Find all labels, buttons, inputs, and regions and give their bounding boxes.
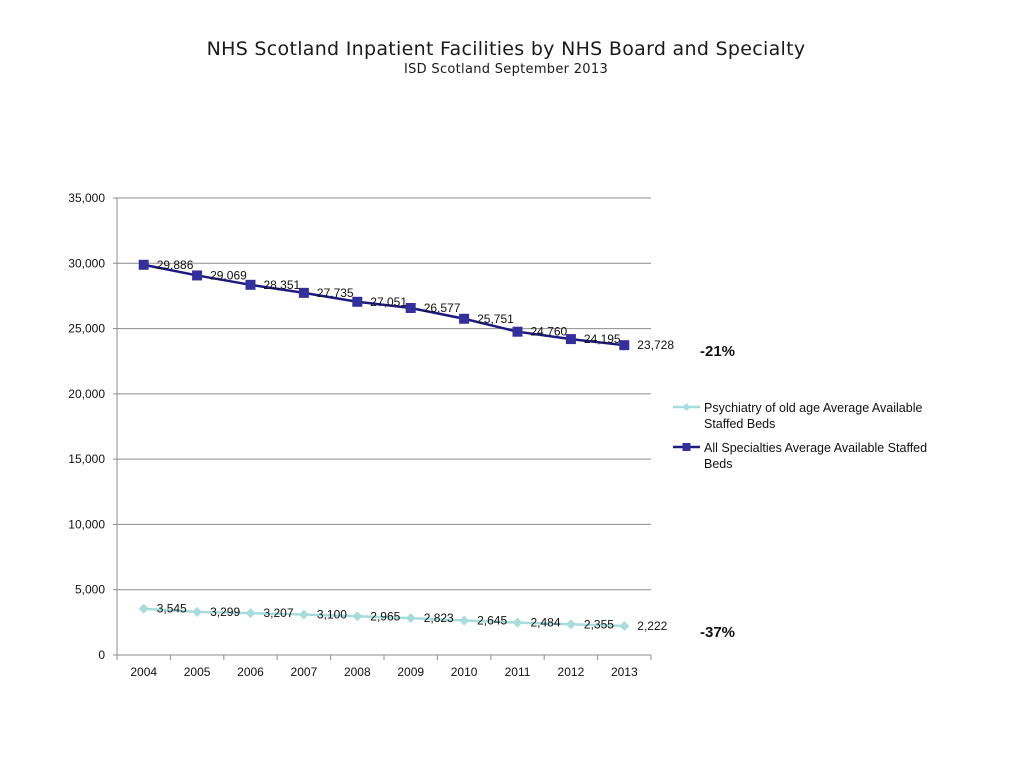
data-point-marker <box>565 334 576 345</box>
data-label: 24,760 <box>531 325 568 339</box>
data-point-marker <box>405 302 416 313</box>
x-tick-label: 2011 <box>505 665 531 679</box>
legend-marker <box>682 443 691 451</box>
data-label: 2,222 <box>637 619 667 633</box>
axes <box>116 198 651 656</box>
data-label: 3,299 <box>210 605 240 619</box>
chart-subtitle: ISD Scotland September 2013 <box>403 62 609 77</box>
legend-entry: All Specialties Average Available Staffe… <box>673 441 927 471</box>
legend-marker <box>682 403 691 411</box>
data-label: 2,645 <box>477 613 507 627</box>
data-point-marker <box>405 613 416 624</box>
series-layer <box>138 259 630 631</box>
data-point-marker <box>619 620 630 631</box>
x-tick-label: 2006 <box>237 665 264 679</box>
data-point-marker <box>192 606 203 617</box>
data-label: 3,207 <box>264 606 294 620</box>
y-tick-label: 20,000 <box>68 387 105 401</box>
legend-label: Staffed Beds <box>704 417 775 431</box>
data-point-marker <box>298 609 309 620</box>
data-label: 27,051 <box>370 295 407 309</box>
data-point-marker <box>245 279 256 290</box>
x-tick-label: 2009 <box>397 665 424 679</box>
legend-label: Psychiatry of old age Average Available <box>704 401 922 415</box>
data-label: 27,735 <box>317 286 354 300</box>
data-label: 23,728 <box>637 338 674 352</box>
change-percent-label: -37% <box>700 624 735 641</box>
data-point-marker <box>619 340 630 351</box>
y-tick-label: 0 <box>98 648 105 662</box>
y-tick-label: 10,000 <box>68 517 105 531</box>
change-percent-label: -21% <box>700 343 735 360</box>
data-point-marker <box>459 615 470 626</box>
data-label: 2,484 <box>531 616 561 630</box>
data-point-marker <box>138 259 149 270</box>
data-point-marker <box>352 611 363 622</box>
y-tick-label: 35,000 <box>68 191 105 205</box>
data-point-marker <box>565 619 576 630</box>
x-tick-label: 2008 <box>344 665 371 679</box>
data-label: 3,100 <box>317 608 347 622</box>
x-tick-label: 2005 <box>184 665 211 679</box>
data-point-marker <box>352 296 363 307</box>
gridlines <box>117 197 651 591</box>
series-line <box>143 263 625 347</box>
data-point-marker <box>298 287 309 298</box>
x-tick-label: 2004 <box>130 665 157 679</box>
x-tick-label: 2010 <box>451 665 478 679</box>
y-tick-label: 15,000 <box>68 452 105 466</box>
legend-label: Beds <box>704 457 733 471</box>
legend: Psychiatry of old age Average Available S… <box>673 401 927 471</box>
series-all-specialties <box>138 259 630 351</box>
data-label: 28,351 <box>264 278 301 292</box>
legend-label: All Specialties Average Available Staffe… <box>704 441 927 455</box>
data-label: 3,545 <box>157 602 187 616</box>
data-label: 25,751 <box>477 312 514 326</box>
data-labels: 3,545 3,299 3,207 3,100 2,965 2,823 2,645 2,484… <box>157 258 735 641</box>
x-tick-label: 2013 <box>611 665 638 679</box>
series-line <box>143 607 625 628</box>
data-label: 29,069 <box>210 268 247 282</box>
data-label: 2,355 <box>584 617 614 631</box>
y-axis-ticks: 0 5,000 10,000 15,000 20,000 25,000 30,000 35,0… <box>68 191 117 662</box>
data-label: 2,965 <box>370 609 400 623</box>
legend-entry: Psychiatry of old age Average Available S… <box>673 401 922 431</box>
data-point-marker <box>512 326 523 337</box>
data-point-marker <box>245 608 256 619</box>
data-label: 24,195 <box>584 332 621 346</box>
data-point-marker <box>192 270 203 281</box>
data-point-marker <box>512 617 523 628</box>
y-tick-label: 25,000 <box>68 322 105 336</box>
data-label: 26,577 <box>424 301 461 315</box>
chart-title: NHS Scotland Inpatient Facilities by NHS… <box>206 38 806 60</box>
data-point-marker <box>138 603 149 614</box>
x-tick-label: 2012 <box>558 665 585 679</box>
x-tick-label: 2007 <box>291 665 318 679</box>
series-psychiatry-old-age <box>138 603 630 631</box>
x-axis-ticks: 2004 2005 2006 2007 2008 2009 2010 2011 2012 2013 <box>116 655 652 679</box>
y-tick-label: 5,000 <box>75 583 105 597</box>
data-label: 29,886 <box>157 258 194 272</box>
y-tick-label: 30,000 <box>68 256 105 270</box>
data-label: 2,823 <box>424 611 454 625</box>
data-point-marker <box>459 313 470 324</box>
